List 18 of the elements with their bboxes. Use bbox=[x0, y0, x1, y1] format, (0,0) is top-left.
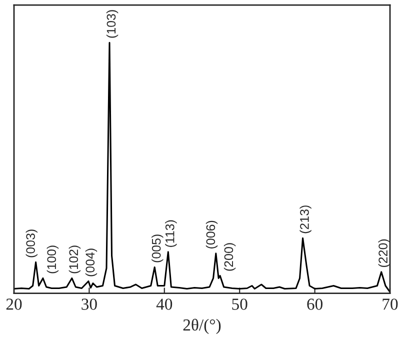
annotation: (113) bbox=[165, 220, 177, 247]
annotation: (004) bbox=[85, 248, 98, 276]
annotation: (220) bbox=[378, 239, 390, 268]
x-tick-label: 60 bbox=[307, 298, 322, 310]
annotation: (103) bbox=[106, 10, 118, 38]
annotation: (200) bbox=[224, 243, 236, 271]
x-tick-label: 50 bbox=[232, 298, 248, 310]
x-tick-label: 70 bbox=[382, 298, 398, 310]
x-tick-label: 40 bbox=[156, 298, 172, 310]
annotation: (006) bbox=[206, 220, 218, 248]
annotation: (102) bbox=[68, 246, 80, 274]
x-axis-title: 2θ/(°) bbox=[183, 318, 221, 334]
annotation: (100) bbox=[46, 246, 58, 274]
annotation: (213) bbox=[300, 206, 312, 234]
annotation: (003) bbox=[26, 230, 38, 258]
x-tick-label: 30 bbox=[82, 298, 97, 310]
x-tick-label: 20 bbox=[6, 298, 22, 310]
annotation: (005) bbox=[152, 234, 164, 262]
